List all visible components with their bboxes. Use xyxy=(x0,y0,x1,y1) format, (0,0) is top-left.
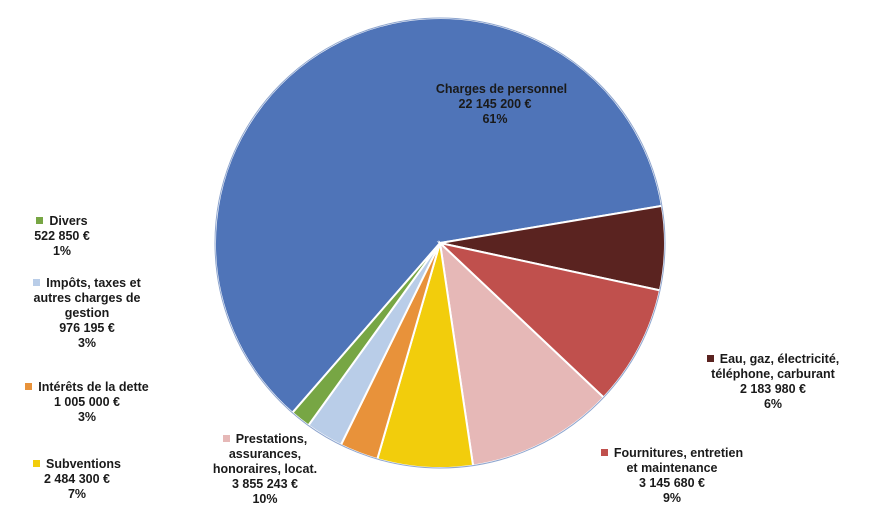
label-fournitures: Fournitures, entretien et maintenance 3 … xyxy=(572,446,772,506)
label-impots-value: 976 195 € xyxy=(59,321,115,335)
label-fournitures-name1: Fournitures, entretien xyxy=(613,446,744,460)
label-personnel-percent: 61% xyxy=(482,112,508,126)
label-impots-name1: Impôts, taxes et xyxy=(46,276,141,290)
label-impots-name3: gestion xyxy=(64,306,110,320)
label-subventions-value: 2 484 300 € xyxy=(43,472,111,486)
label-fournitures-value: 3 145 680 € xyxy=(638,476,706,490)
legend-marker-interets xyxy=(25,383,33,391)
label-interets-name: Intérêts de la dette xyxy=(38,380,149,394)
label-subventions-percent: 7% xyxy=(67,487,87,501)
legend-marker-personnel xyxy=(422,85,430,93)
label-interets-percent: 3% xyxy=(77,410,97,424)
label-fournitures-percent: 9% xyxy=(662,491,682,505)
label-eau-value: 2 183 980 € xyxy=(739,382,807,396)
label-eau-name1: Eau, gaz, électricité, xyxy=(719,352,840,366)
label-divers-value: 522 850 € xyxy=(34,229,90,243)
label-prestations-name3: honoraires, locat. xyxy=(212,462,318,476)
label-eau-percent: 6% xyxy=(763,397,783,411)
label-divers: Divers 522 850 € 1% xyxy=(2,214,122,259)
label-eau-gaz: Eau, gaz, électricité, téléphone, carbur… xyxy=(683,352,863,412)
label-prestations-name2: assurances, xyxy=(228,447,302,461)
label-prestations: Prestations, assurances, honoraires, loc… xyxy=(180,432,350,507)
label-interets-dette: Intérêts de la dette 1 005 000 € 3% xyxy=(2,380,172,425)
pie-outline xyxy=(214,17,666,469)
label-eau-name2: téléphone, carburant xyxy=(711,367,835,381)
label-impots-taxes: Impôts, taxes et autres charges de gesti… xyxy=(2,276,172,351)
legend-marker-divers xyxy=(36,217,44,225)
label-prestations-name1: Prestations, xyxy=(235,432,308,446)
legend-marker-subventions xyxy=(32,460,40,468)
label-personnel-value: 22 145 200 € xyxy=(458,97,532,111)
label-subventions: Subventions 2 484 300 € 7% xyxy=(2,457,152,502)
label-divers-name: Divers xyxy=(49,214,88,228)
legend-marker-eau xyxy=(706,355,714,363)
label-divers-percent: 1% xyxy=(52,244,72,258)
legend-marker-prestations xyxy=(222,435,230,443)
legend-marker-fournitures xyxy=(600,449,608,457)
legend-marker-impots xyxy=(33,279,41,287)
label-personnel-name: Charges de personnel xyxy=(435,82,568,96)
label-charges-personnel: Charges de personnel 22 145 200 € 61% xyxy=(385,82,605,127)
label-impots-name2: autres charges de xyxy=(33,291,141,305)
label-subventions-name: Subventions xyxy=(45,457,121,471)
label-impots-percent: 3% xyxy=(77,336,97,350)
label-fournitures-name2: et maintenance xyxy=(626,461,718,475)
label-prestations-value: 3 855 243 € xyxy=(231,477,299,491)
label-prestations-percent: 10% xyxy=(252,492,278,506)
label-interets-value: 1 005 000 € xyxy=(53,395,121,409)
